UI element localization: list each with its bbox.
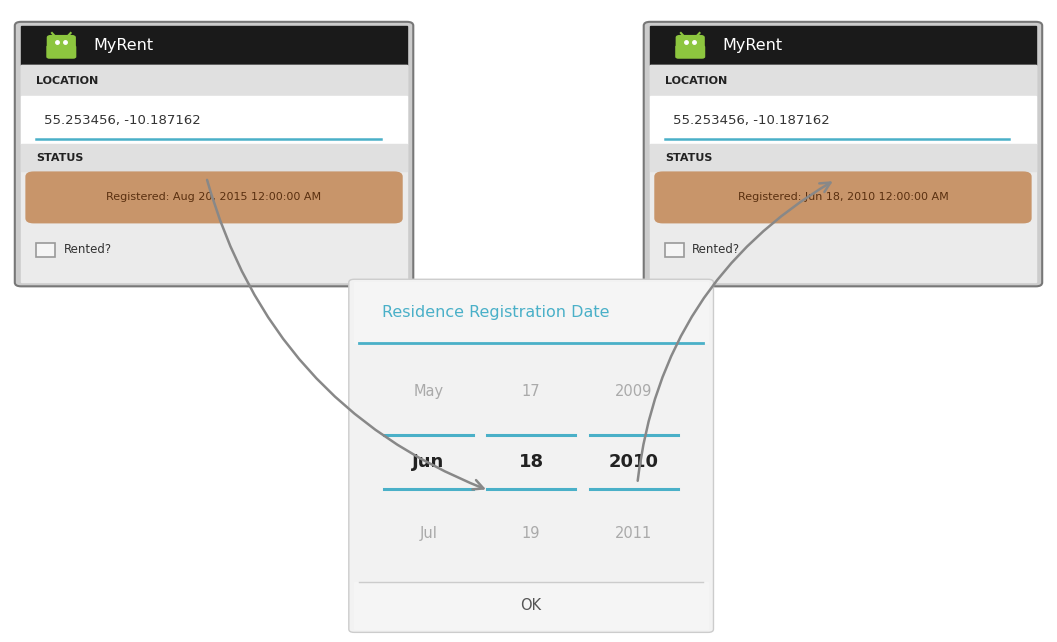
Text: STATUS: STATUS <box>36 153 84 163</box>
Text: Jun: Jun <box>412 453 445 471</box>
FancyBboxPatch shape <box>47 45 76 58</box>
Text: 55.253456, -10.187162: 55.253456, -10.187162 <box>44 114 201 127</box>
FancyBboxPatch shape <box>675 45 705 58</box>
Text: 2009: 2009 <box>615 384 652 399</box>
Bar <box>36 243 55 257</box>
FancyBboxPatch shape <box>47 35 76 49</box>
Text: Registered: Jun 18, 2010 12:00:00 AM: Registered: Jun 18, 2010 12:00:00 AM <box>738 193 948 202</box>
Text: 2011: 2011 <box>615 526 652 541</box>
Bar <box>354 582 708 629</box>
Bar <box>650 96 1036 144</box>
Bar <box>650 26 1036 65</box>
Bar <box>650 65 1036 282</box>
FancyBboxPatch shape <box>349 279 713 632</box>
Text: STATUS: STATUS <box>665 153 712 163</box>
Text: LOCATION: LOCATION <box>36 76 98 86</box>
Text: LOCATION: LOCATION <box>665 76 727 86</box>
Text: Jul: Jul <box>420 526 438 541</box>
FancyBboxPatch shape <box>644 22 1042 286</box>
Text: OK: OK <box>521 598 541 613</box>
Bar <box>665 243 684 257</box>
Text: 55.253456, -10.187162: 55.253456, -10.187162 <box>673 114 830 127</box>
Bar <box>650 144 1036 171</box>
Bar <box>21 65 407 96</box>
Text: 17: 17 <box>522 384 540 399</box>
Bar <box>354 282 708 343</box>
Text: Rented?: Rented? <box>63 243 112 256</box>
Text: 18: 18 <box>519 453 543 471</box>
Text: Registered: Aug 20, 2015 12:00:00 AM: Registered: Aug 20, 2015 12:00:00 AM <box>107 193 321 202</box>
FancyBboxPatch shape <box>654 171 1032 223</box>
FancyBboxPatch shape <box>15 22 413 286</box>
Text: 2010: 2010 <box>609 453 659 471</box>
Text: 19: 19 <box>522 526 540 541</box>
FancyBboxPatch shape <box>25 171 403 223</box>
Bar <box>21 144 407 171</box>
Bar <box>21 26 407 65</box>
Bar <box>21 65 407 282</box>
FancyBboxPatch shape <box>675 35 705 49</box>
Bar <box>21 96 407 144</box>
Text: MyRent: MyRent <box>722 38 782 53</box>
Text: May: May <box>413 384 444 399</box>
Text: MyRent: MyRent <box>93 38 153 53</box>
Bar <box>650 65 1036 96</box>
Text: Residence Registration Date: Residence Registration Date <box>383 306 610 320</box>
Text: Rented?: Rented? <box>692 243 741 256</box>
